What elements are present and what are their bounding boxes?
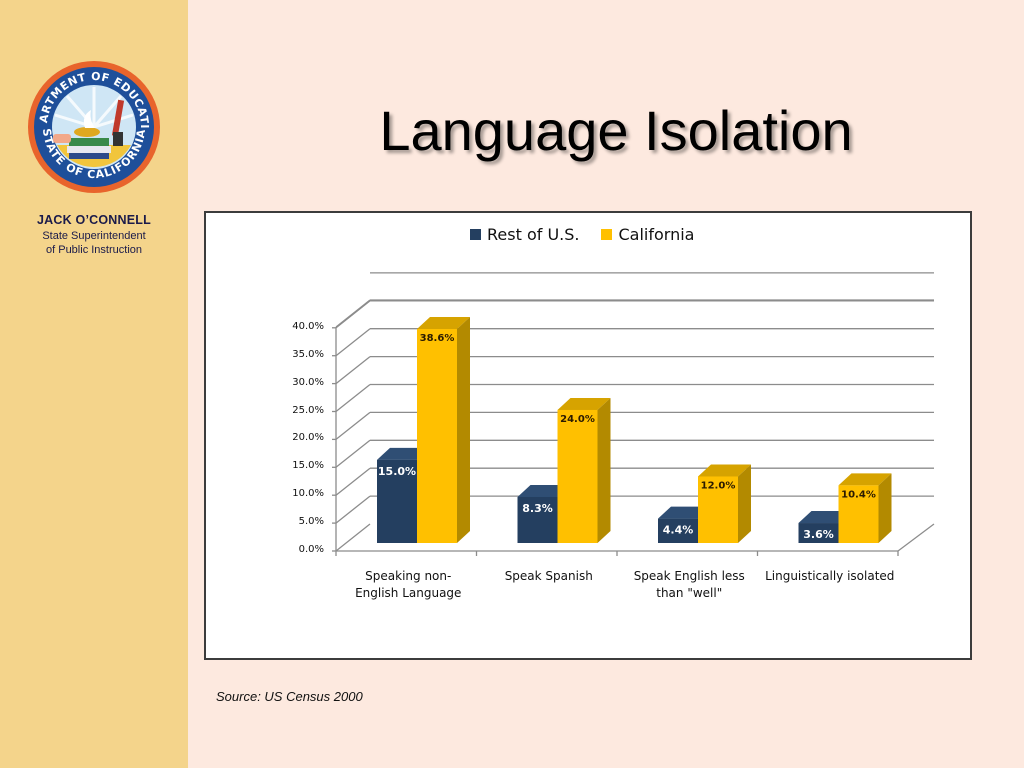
bar-label-california: 10.4% [841,489,876,500]
bar-rest-of-us: 3.6% [798,511,852,543]
bar-california: 10.4% [838,473,892,543]
y-tick-label: 15.0% [292,460,324,472]
legend-swatch-california [601,229,613,240]
bar-label-rest-of-us: 3.6% [803,528,834,541]
legend-label-rest-of-us: Rest of U.S. [487,225,580,244]
x-category-label: Speak English less than "well" [633,569,745,600]
y-tick-label: 35.0% [292,348,324,360]
legend-item-california: California [601,225,694,244]
y-tick-label: 30.0% [292,376,324,388]
bar-label-rest-of-us: 15.0% [378,465,416,478]
presenter-title-line2: of Public Instruction [46,244,142,256]
x-category-label: Linguistically isolated [765,569,895,583]
bar-california: 24.0% [557,397,611,543]
legend-swatch-rest-of-us [470,229,481,240]
bar-label-rest-of-us: 4.4% [663,524,694,537]
bar-label-california: 38.6% [420,333,455,344]
y-tick-label: 20.0% [292,432,324,444]
chart-legend: Rest of U.S. California [470,225,694,244]
slide-title: Language Isolation [379,99,853,162]
bar-label-california: 12.0% [701,480,736,491]
x-category-label: Speak Spanish [504,569,593,583]
bar-california: 12.0% [698,464,751,543]
y-tick-label: 0.0% [298,544,324,555]
bar-rest-of-us: 4.4% [658,506,711,543]
y-tick-label: 40.0% [292,320,324,332]
presenter-title-line1: State Superintendent [42,230,146,242]
y-tick-label: 5.0% [298,516,324,528]
source-note: Source: US Census 2000 [216,689,363,704]
presenter-name: JACK O’CONNELL [37,213,151,227]
y-tick-label: 10.0% [292,488,324,500]
sidebar: DEPARTMENT OF EDUCATION STATE OF CALIFOR… [0,0,188,768]
bar-california: 38.6% [417,317,470,543]
legend-label-california: California [618,225,695,244]
department-of-education-seal-icon: DEPARTMENT OF EDUCATION STATE OF CALIFOR… [27,60,160,193]
bar-rest-of-us: 15.0% [377,447,430,543]
bar-rest-of-us: 8.3% [517,484,571,543]
bar-label-california: 24.0% [560,414,595,425]
bar-label-rest-of-us: 8.3% [522,502,553,515]
legend-item-rest-of-us: Rest of U.S. [470,225,579,244]
y-tick-label: 25.0% [292,404,324,416]
x-category-label: Speaking non- English Language [355,569,462,600]
